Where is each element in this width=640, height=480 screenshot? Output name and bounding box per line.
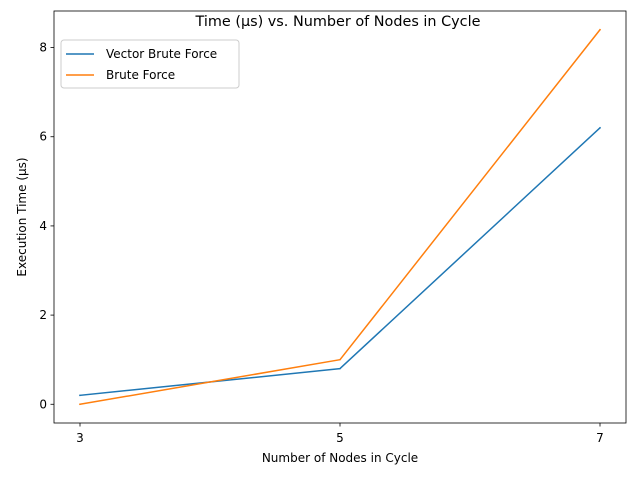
y-tick-label: 8 bbox=[39, 41, 47, 55]
x-axis-ticks: 3 5 7 bbox=[76, 423, 604, 445]
x-axis-label: Number of Nodes in Cycle bbox=[262, 451, 418, 465]
y-tick-label: 4 bbox=[39, 219, 47, 233]
y-axis-label: Execution Time (µs) bbox=[15, 157, 29, 276]
y-axis-ticks: 0 2 4 6 8 bbox=[39, 41, 54, 411]
y-tick-label: 0 bbox=[39, 397, 47, 411]
y-tick-label: 2 bbox=[39, 308, 47, 322]
data-point-brute-force-3 bbox=[79, 403, 81, 406]
data-point-vector-brute-force-3 bbox=[79, 394, 81, 397]
data-point-vector-brute-force-7 bbox=[599, 127, 601, 129]
x-tick-label: 7 bbox=[596, 431, 604, 445]
data-point-brute-force-7 bbox=[599, 28, 601, 31]
data-point-vector-brute-force-5 bbox=[339, 367, 341, 370]
legend-box bbox=[60, 39, 240, 89]
legend: Vector Brute Force Brute Force bbox=[60, 39, 240, 89]
y-tick-label: 6 bbox=[39, 130, 47, 144]
series-layer bbox=[79, 28, 602, 406]
legend-label-brute-force: Brute Force bbox=[106, 68, 175, 82]
data-point-brute-force-5 bbox=[339, 358, 341, 361]
series-line-vector-brute-force bbox=[79, 126, 602, 397]
x-tick-label: 5 bbox=[336, 431, 344, 445]
legend-label-vector-brute-force: Vector Brute Force bbox=[106, 47, 217, 61]
x-tick-label: 3 bbox=[76, 431, 84, 445]
chart-title: Time (µs) vs. Number of Nodes in Cycle bbox=[195, 14, 481, 30]
